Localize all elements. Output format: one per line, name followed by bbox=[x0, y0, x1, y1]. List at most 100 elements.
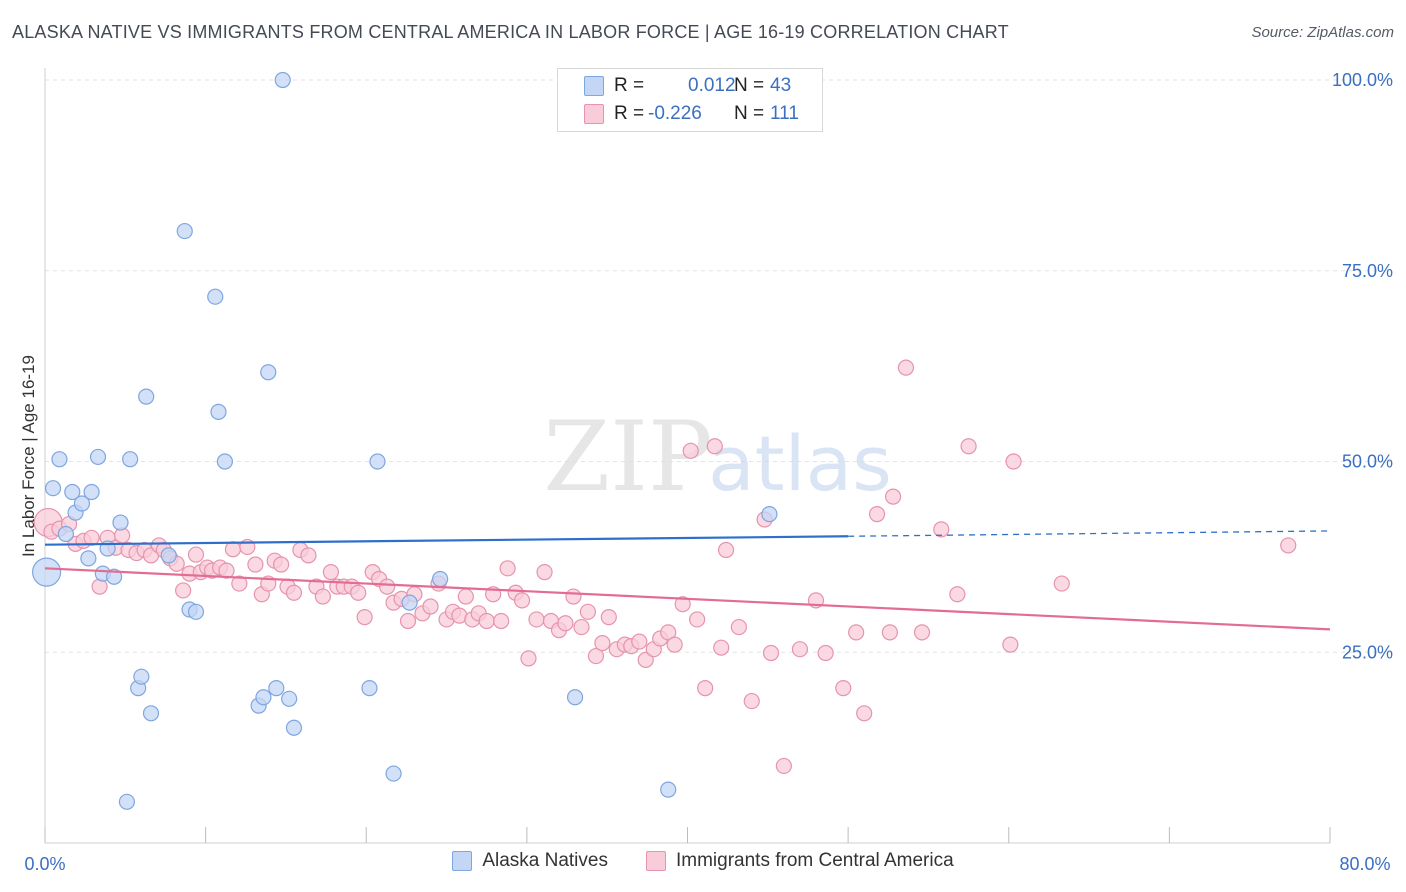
central-america-point bbox=[379, 578, 396, 595]
bottom-legend: Alaska Natives Immigrants from Central A… bbox=[0, 850, 1406, 872]
central-america-swatch bbox=[584, 104, 604, 124]
central-america-point bbox=[187, 546, 205, 563]
alaska-native-point bbox=[89, 448, 107, 466]
alaska-native-point bbox=[105, 568, 123, 585]
alaska-native-point bbox=[122, 451, 139, 468]
alaska-native-point bbox=[255, 689, 272, 706]
central-america-point bbox=[247, 556, 264, 573]
alaska-native-point bbox=[281, 690, 298, 707]
central-america-point bbox=[300, 547, 317, 564]
central-america-point bbox=[706, 438, 723, 455]
central-america-point bbox=[637, 651, 654, 668]
central-america-point bbox=[730, 618, 748, 636]
central-america-point bbox=[743, 692, 760, 710]
alaska-native-point bbox=[260, 364, 277, 381]
x-tick-label-left: 0.0% bbox=[24, 854, 65, 874]
central-america-point bbox=[881, 624, 898, 641]
alaska-native-point bbox=[57, 525, 74, 543]
alaska-native-point bbox=[83, 483, 100, 501]
central-america-point bbox=[1002, 636, 1019, 653]
alaska-native-point bbox=[176, 222, 193, 240]
alaska-native-point bbox=[142, 705, 160, 722]
alaska-native-point bbox=[73, 495, 91, 512]
central-america-point bbox=[175, 582, 192, 599]
central-america-point bbox=[762, 644, 780, 662]
y-tick-label: 25.0% bbox=[1342, 642, 1393, 662]
data-points bbox=[32, 71, 1297, 810]
alaska-native-point bbox=[660, 781, 677, 798]
alaska-natives-trend-extension bbox=[848, 530, 1331, 537]
central-america-point bbox=[1005, 453, 1022, 470]
central-america-point bbox=[478, 612, 495, 630]
central-america-point bbox=[666, 636, 683, 653]
central-america-point bbox=[884, 488, 902, 505]
central-america-point bbox=[717, 541, 735, 559]
alaska-native-point bbox=[216, 453, 233, 470]
central-america-point bbox=[322, 564, 340, 581]
alaska-native-point bbox=[51, 451, 68, 468]
central-america-point bbox=[422, 598, 439, 615]
alaska-native-point bbox=[432, 570, 449, 588]
legend-item-central-america[interactable]: Immigrants from Central America bbox=[645, 850, 954, 872]
legend-label: Alaska Natives bbox=[482, 850, 608, 871]
alaska-native-point bbox=[385, 765, 402, 782]
alaska-native-point bbox=[761, 506, 778, 523]
n-label: N = bbox=[734, 75, 765, 96]
central-america-point bbox=[600, 609, 617, 626]
alaska-native-point bbox=[80, 550, 97, 567]
chart-title: ALASKA NATIVE VS IMMIGRANTS FROM CENTRAL… bbox=[12, 22, 1009, 42]
central-america-point bbox=[520, 650, 537, 667]
stats-legend: R = 0.012 N = 43 R = -0.226 N = 111 bbox=[557, 68, 823, 132]
grid bbox=[45, 79, 1392, 653]
central-america-point bbox=[499, 560, 516, 577]
x-tick-label-right: 80.0% bbox=[1339, 854, 1390, 874]
alaska-native-point bbox=[112, 514, 129, 531]
r-label: R = bbox=[614, 75, 645, 96]
alaska-native-point bbox=[361, 680, 378, 697]
legend-label: Immigrants from Central America bbox=[675, 850, 954, 871]
alaska-natives-swatch bbox=[452, 851, 473, 871]
central-america-point bbox=[775, 757, 792, 775]
central-america-point bbox=[817, 644, 834, 662]
y-tick-label: 50.0% bbox=[1342, 452, 1393, 472]
central-america-point bbox=[960, 438, 977, 455]
central-america-point bbox=[536, 564, 553, 581]
y-tick-label: 100.0% bbox=[1332, 70, 1393, 90]
central-america-point bbox=[356, 609, 373, 626]
alaska-native-point bbox=[369, 453, 386, 470]
alaska-natives-trend-line bbox=[44, 535, 849, 546]
alaska-native-point bbox=[44, 480, 62, 497]
alaska-native-point bbox=[268, 680, 285, 697]
alaska-swatch bbox=[584, 76, 604, 96]
central-america-point bbox=[949, 586, 966, 603]
r-value: 0.012 bbox=[688, 75, 736, 96]
central-america-point bbox=[689, 611, 706, 628]
central-america-point bbox=[594, 634, 611, 652]
watermark: ZIP atlas bbox=[543, 401, 891, 513]
source-label: Source: ZipAtlas.com bbox=[1251, 24, 1394, 41]
legend-item-alaska-natives[interactable]: Alaska Natives bbox=[452, 850, 608, 872]
central-america-point bbox=[848, 624, 865, 641]
central-america-point bbox=[231, 575, 248, 592]
central-america-point bbox=[868, 506, 886, 523]
alaska-native-point bbox=[32, 557, 62, 587]
central-america-point bbox=[835, 680, 852, 697]
central-america-point bbox=[897, 359, 915, 376]
alaska-native-point bbox=[274, 71, 291, 89]
alaska-native-point bbox=[210, 403, 227, 421]
central-america-point bbox=[399, 612, 417, 630]
central-america-point bbox=[218, 562, 235, 579]
alaska-native-point bbox=[133, 668, 150, 685]
central-america-point bbox=[587, 647, 605, 665]
central-america-point bbox=[493, 612, 510, 630]
alaska-native-point bbox=[187, 603, 205, 620]
alaska-native-point bbox=[285, 719, 303, 736]
central-america-point bbox=[565, 588, 582, 605]
n-value: 111 bbox=[770, 103, 799, 124]
central-america-point bbox=[674, 596, 691, 613]
watermark-zip: ZIP bbox=[543, 401, 712, 513]
central-america-point bbox=[713, 639, 730, 656]
alaska-native-point bbox=[64, 483, 81, 501]
alaska-native-point bbox=[160, 547, 177, 564]
